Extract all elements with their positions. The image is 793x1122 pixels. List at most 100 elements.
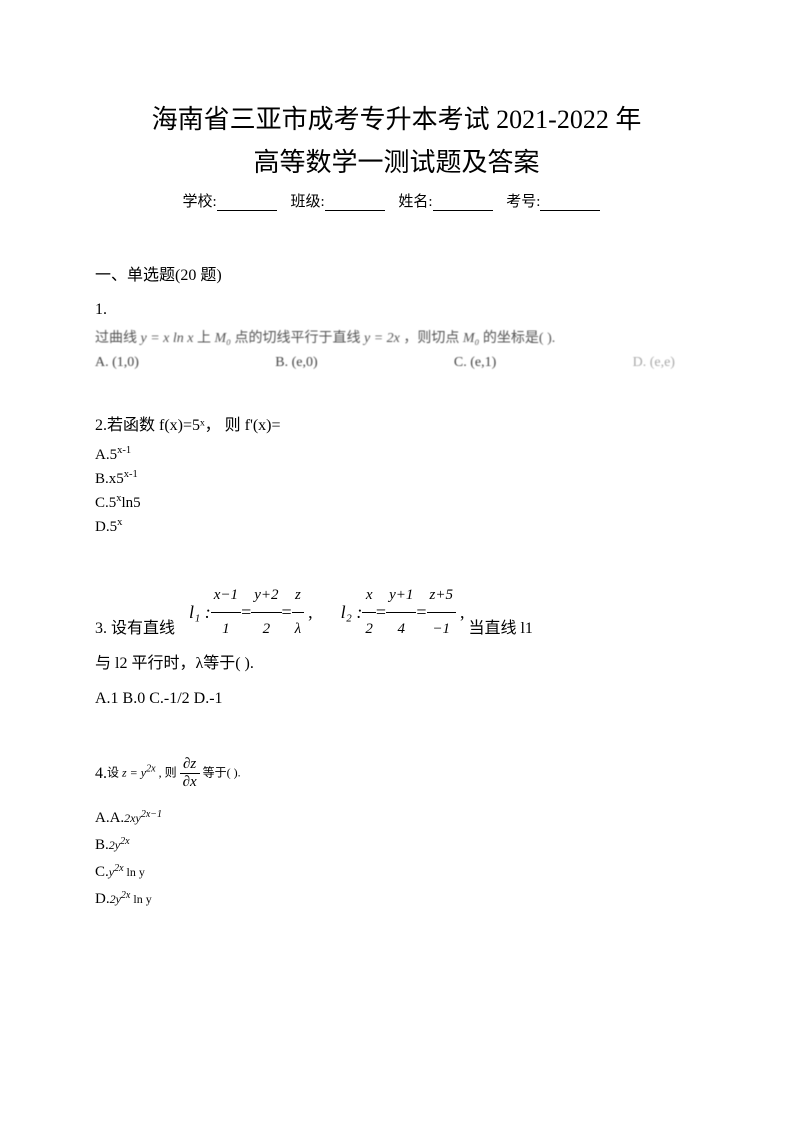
q3-l1-frac2: y+22 bbox=[251, 579, 281, 646]
q3l2f3b: −1 bbox=[427, 613, 456, 646]
q3l1f2b: 2 bbox=[251, 613, 281, 646]
q4-p3: 等于( ). bbox=[203, 766, 241, 780]
q1-t4: ，则切点 bbox=[403, 331, 463, 346]
eq1: = bbox=[241, 593, 251, 633]
examno-blank[interactable] bbox=[540, 195, 600, 211]
q3-l1-frac1: x−11 bbox=[211, 579, 241, 646]
q4a-p: A.A. bbox=[95, 805, 124, 832]
q4-p2: , 则 bbox=[159, 766, 180, 780]
q4-p1: 设 bbox=[107, 766, 122, 780]
question-4: 4. 设 z = y2x , 则 ∂z∂x 等于( ). A.A. 2xy2x−… bbox=[95, 756, 698, 913]
document-title-line2: 高等数学一测试题及答案 bbox=[95, 143, 698, 182]
q1-body: 过曲线 y = x ln x 上 M₀ 点的切线平行于直线 y = 2x ，则切… bbox=[95, 327, 698, 371]
q4-opt-b: B. 2y2x bbox=[95, 832, 698, 859]
q2c-p: C.5 bbox=[95, 495, 116, 511]
q4b-m: 2y2x bbox=[109, 833, 130, 857]
q4-prompt: 4. 设 z = y2x , 则 ∂z∂x 等于( ). bbox=[95, 756, 698, 791]
q2c-sf: ln5 bbox=[122, 495, 141, 511]
q3l2f3t: z+5 bbox=[427, 579, 456, 613]
q3-line1: 3. 设有直线 l₁ : x−11 = y+22 = zλ , l₂ : x2 … bbox=[95, 579, 698, 646]
q1-prompt: 过曲线 y = x ln x 上 M₀ 点的切线平行于直线 y = 2x ，则切… bbox=[95, 327, 698, 347]
q1-f2: y = 2x bbox=[364, 331, 400, 346]
q4-pt: ∂z bbox=[180, 756, 200, 774]
q2-options: A.5x-1 B.x5x-1 C.5xln5 D.5x bbox=[95, 443, 698, 539]
q3l1f2t: y+2 bbox=[251, 579, 281, 613]
q4a-mm: 2xy bbox=[124, 811, 141, 825]
q2a-s: x-1 bbox=[117, 445, 131, 456]
student-info-line: 学校: 班级: 姓名: 考号: bbox=[95, 190, 698, 211]
q3l2f2b: 4 bbox=[386, 613, 416, 646]
q3l1f3b: λ bbox=[292, 613, 305, 646]
q3l2f1t: x bbox=[362, 579, 376, 613]
q1-opt-d: D. (e,e) bbox=[633, 355, 675, 371]
q2-opt-d: D.5x bbox=[95, 515, 698, 539]
q1-t1: 过曲线 bbox=[95, 331, 141, 346]
q2-opt-b: B.x5x-1 bbox=[95, 467, 698, 491]
q2-opt-c: C.5xln5 bbox=[95, 491, 698, 515]
question-2: 2.若函数 f(x)=5ˣ， 则 f'(x)= A.5x-1 B.x5x-1 C… bbox=[95, 411, 698, 539]
q3-comma1: , bbox=[308, 593, 313, 633]
q3l1f3t: z bbox=[292, 579, 305, 613]
q3-l1-frac3: zλ bbox=[292, 579, 305, 646]
q3-prefix: 3. 设有直线 bbox=[95, 611, 175, 646]
q4-opt-a: A.A. 2xy2x−1 bbox=[95, 805, 698, 832]
q3-l2-frac3: z+5−1 bbox=[427, 579, 456, 646]
eq2: = bbox=[282, 593, 292, 633]
q2-prompt: 2.若函数 f(x)=5ˣ， 则 f'(x)= bbox=[95, 411, 698, 435]
question-3: 3. 设有直线 l₁ : x−11 = y+22 = zλ , l₂ : x2 … bbox=[95, 579, 698, 716]
q3-l2-formula: l₂ : x2 = y+14 = z+5−1 , bbox=[341, 579, 465, 646]
q2a-p: A.5 bbox=[95, 447, 117, 463]
document-title-line1: 海南省三亚市成考专升本考试 2021-2022 年 bbox=[95, 100, 698, 139]
q1-t5: 的坐标是( ). bbox=[483, 331, 555, 346]
q2b-s: x-1 bbox=[124, 469, 138, 480]
school-blank[interactable] bbox=[217, 195, 277, 211]
q3-options: A.1 B.0 C.-1/2 D.-1 bbox=[95, 681, 698, 716]
section-1-header: 一、单选题(20 题) bbox=[95, 261, 698, 285]
class-label: 班级: bbox=[290, 194, 324, 210]
q4c-sf: ln y bbox=[127, 865, 145, 879]
q1-t2: 上 bbox=[197, 331, 215, 346]
q4-opt-d: D. 2y2x ln y bbox=[95, 886, 698, 913]
q4d-mm: 2y bbox=[110, 892, 121, 906]
q3-l1-label: l₁ : bbox=[189, 593, 211, 633]
q1-m0: M₀ bbox=[214, 331, 231, 346]
q3l2f2t: y+1 bbox=[386, 579, 416, 613]
q4-f1: z = y bbox=[122, 766, 146, 780]
q3-l2-frac2: y+14 bbox=[386, 579, 416, 646]
q4-options: A.A. 2xy2x−1 B. 2y2x C. y2x ln y D. 2y2x… bbox=[95, 805, 698, 913]
q3-l2-frac1: x2 bbox=[362, 579, 376, 646]
q1-me: M₀ bbox=[463, 331, 480, 346]
q4a-s: 2x−1 bbox=[141, 809, 162, 820]
q4b-p: B. bbox=[95, 832, 109, 859]
q1-t3: 点的切线平行于直线 bbox=[235, 331, 365, 346]
q4d-m: 2y2x ln y bbox=[110, 887, 152, 911]
q4-pb: ∂x bbox=[180, 774, 200, 791]
q3-suffix1: 当直线 l1 bbox=[468, 611, 532, 646]
q3-comma2: , bbox=[460, 593, 465, 633]
q1-f1: y = x ln x bbox=[141, 331, 194, 346]
name-blank[interactable] bbox=[433, 195, 493, 211]
q1-opt-b: B. (e,0) bbox=[275, 355, 317, 371]
q2d-s: x bbox=[117, 517, 122, 528]
question-1: 1. 过曲线 y = x ln x 上 M₀ 点的切线平行于直线 y = 2x … bbox=[95, 301, 698, 371]
q4d-p: D. bbox=[95, 886, 110, 913]
q4-opt-c: C. y2x ln y bbox=[95, 859, 698, 886]
q3l2f1b: 2 bbox=[362, 613, 376, 646]
q1-options: A. (1,0) B. (e,0) C. (e,1) D. (e,e) bbox=[95, 355, 675, 371]
q3l1f1b: 1 bbox=[211, 613, 241, 646]
q3-l2-label: l₂ : bbox=[341, 593, 363, 633]
q4b-s: 2x bbox=[120, 836, 129, 847]
q1-opt-a: A. (1,0) bbox=[95, 355, 139, 371]
class-blank[interactable] bbox=[325, 195, 385, 211]
q4-f1s: 2x bbox=[146, 764, 155, 775]
examno-label: 考号: bbox=[506, 194, 540, 210]
q4d-sf: ln y bbox=[133, 892, 151, 906]
q2b-p: B.x5 bbox=[95, 471, 124, 487]
q4b-mm: 2y bbox=[109, 838, 120, 852]
q2-opt-a: A.5x-1 bbox=[95, 443, 698, 467]
school-label: 学校: bbox=[183, 194, 217, 210]
q4c-s: 2x bbox=[114, 863, 123, 874]
q4-num: 4. bbox=[95, 765, 107, 783]
q4c-m: y2x ln y bbox=[109, 860, 145, 884]
q4-partial: ∂z∂x bbox=[180, 756, 200, 791]
